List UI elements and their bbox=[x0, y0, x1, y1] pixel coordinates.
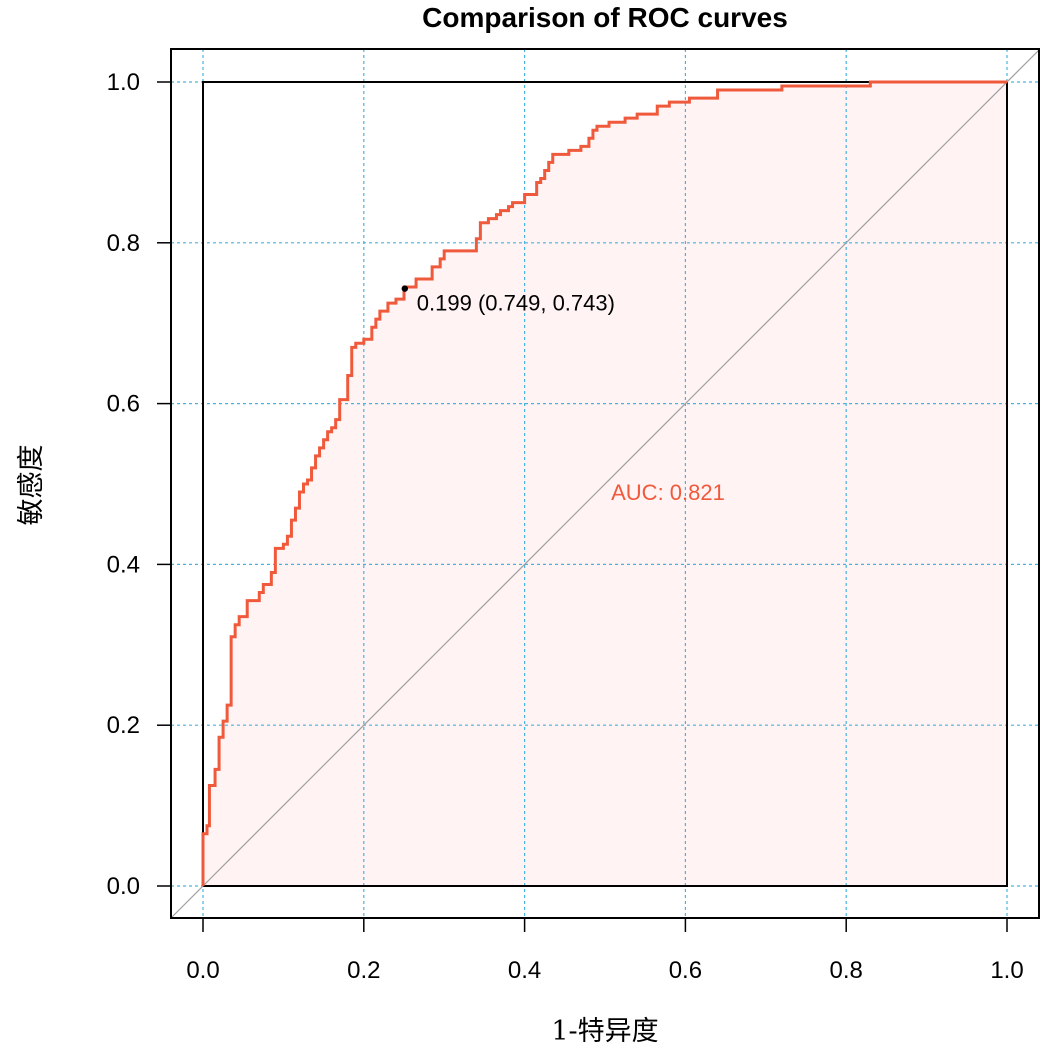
chart-title: Comparison of ROC curves bbox=[422, 2, 788, 33]
y-tick-label: 0.6 bbox=[107, 391, 140, 418]
auc-label: AUC: 0.821 bbox=[611, 480, 725, 505]
cutoff-label: 0.199 (0.749, 0.743) bbox=[417, 291, 615, 316]
y-tick-label: 0.2 bbox=[107, 712, 140, 739]
roc-inner-box bbox=[202, 81, 1008, 887]
x-axis-label: 1-特异度 bbox=[551, 1016, 658, 1047]
y-tick-label: 1.0 bbox=[107, 69, 140, 96]
roc-curve-line bbox=[201, 80, 1007, 886]
x-tick-label: 0.6 bbox=[669, 957, 702, 984]
y-axis: 0.0 0.2 0.4 0.6 0.8 1.0 bbox=[107, 69, 171, 900]
y-tick-label: 0.4 bbox=[107, 551, 140, 578]
x-tick-label: 0.0 bbox=[186, 957, 219, 984]
x-axis: 0.0 0.2 0.4 0.6 0.8 1.0 bbox=[186, 918, 1024, 984]
x-tick-label: 1.0 bbox=[990, 957, 1023, 984]
x-tick-label: 0.8 bbox=[830, 957, 863, 984]
y-axis-label: 敏感度 bbox=[16, 445, 47, 526]
y-tick-label: 0.0 bbox=[107, 873, 140, 900]
cutoff-point bbox=[401, 285, 409, 292]
x-tick-label: 0.2 bbox=[347, 957, 380, 984]
diagonal-reference-line bbox=[170, 49, 1040, 919]
plot-frame bbox=[170, 48, 1040, 919]
plot-area: 0.199 (0.749, 0.743) AUC: 0.821 bbox=[170, 48, 1040, 919]
x-tick-label: 0.4 bbox=[508, 957, 541, 984]
y-tick-label: 0.8 bbox=[107, 230, 140, 257]
